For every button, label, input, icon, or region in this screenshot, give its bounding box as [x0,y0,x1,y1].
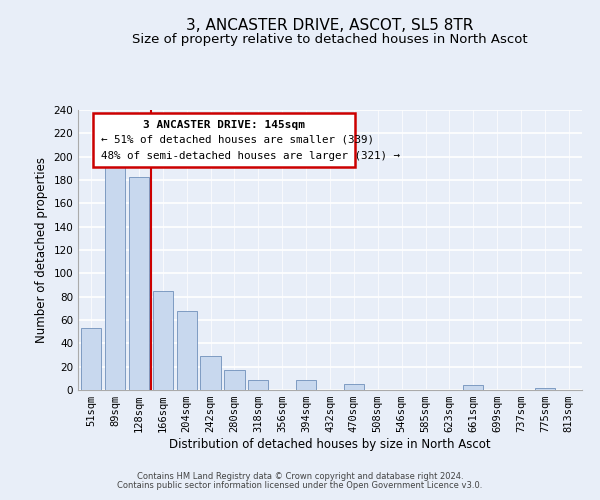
Text: ← 51% of detached houses are smaller (339): ← 51% of detached houses are smaller (33… [101,134,374,144]
Bar [248,380,268,390]
Bar [81,328,101,390]
Bar [463,386,484,390]
Text: Contains HM Land Registry data © Crown copyright and database right 2024.: Contains HM Land Registry data © Crown c… [137,472,463,481]
FancyBboxPatch shape [93,113,355,168]
Text: Size of property relative to detached houses in North Ascot: Size of property relative to detached ho… [132,32,528,46]
Y-axis label: Number of detached properties: Number of detached properties [35,157,48,343]
Bar [152,291,173,390]
Bar [129,176,149,390]
X-axis label: Distribution of detached houses by size in North Ascot: Distribution of detached houses by size … [169,438,491,451]
Text: 3 ANCASTER DRIVE: 145sqm: 3 ANCASTER DRIVE: 145sqm [143,120,305,130]
Bar [535,388,555,390]
Text: Contains public sector information licensed under the Open Government Licence v3: Contains public sector information licen… [118,481,482,490]
Bar [344,384,364,390]
Bar [200,356,221,390]
Bar [105,167,125,390]
Bar [296,380,316,390]
Text: 48% of semi-detached houses are larger (321) →: 48% of semi-detached houses are larger (… [101,150,400,160]
Text: 3, ANCASTER DRIVE, ASCOT, SL5 8TR: 3, ANCASTER DRIVE, ASCOT, SL5 8TR [187,18,473,32]
Bar [176,310,197,390]
Bar [224,370,245,390]
